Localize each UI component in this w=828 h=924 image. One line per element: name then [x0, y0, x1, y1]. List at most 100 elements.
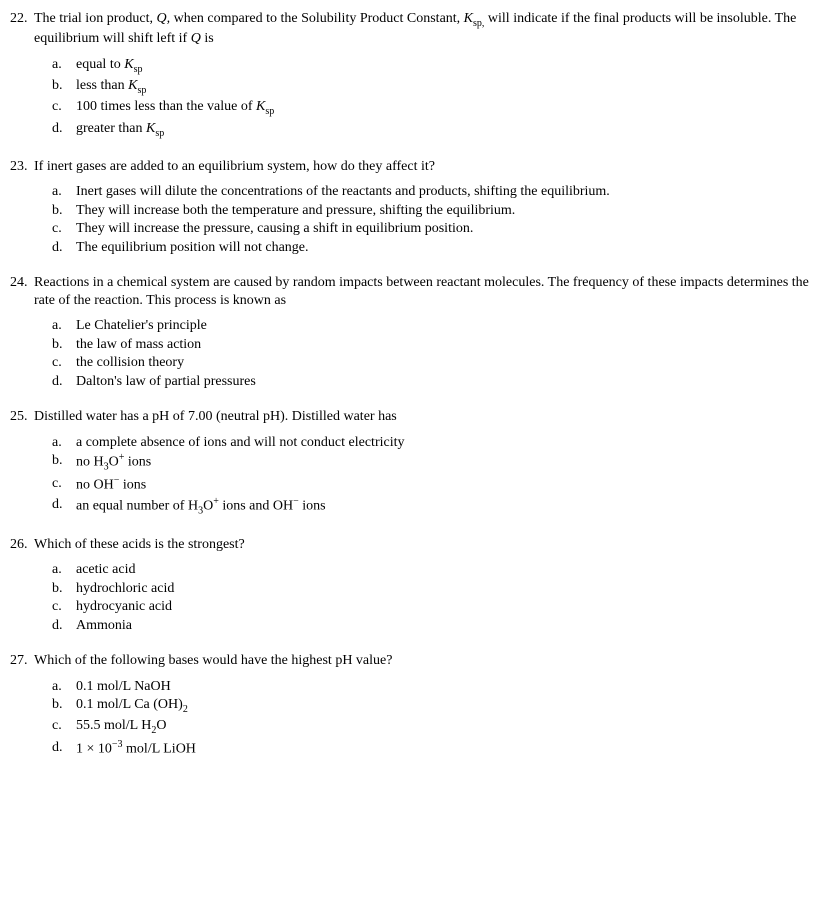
option: d.Dalton's law of partial pressures [52, 373, 814, 391]
options: a.a complete absence of ions and will no… [52, 434, 814, 518]
option: b.less than Ksp [52, 77, 814, 97]
option: b.the law of mass action [52, 336, 814, 354]
option: a.a complete absence of ions and will no… [52, 434, 814, 452]
question-stem: 25.Distilled water has a pH of 7.00 (neu… [10, 408, 814, 426]
option-text: Ammonia [76, 617, 132, 635]
question-stem: 24.Reactions in a chemical system are ca… [10, 274, 814, 309]
option: d.The equilibrium position will not chan… [52, 239, 814, 257]
option-text: a complete absence of ions and will not … [76, 434, 405, 452]
option-letter: a. [52, 56, 76, 76]
option: a.Inert gases will dilute the concentrat… [52, 183, 814, 201]
option-letter: a. [52, 183, 76, 201]
option-text: The equilibrium position will not change… [76, 239, 309, 257]
question: 26.Which of these acids is the strongest… [10, 536, 814, 635]
question: 22.The trial ion product, Q, when compar… [10, 10, 814, 140]
option-text: Dalton's law of partial pressures [76, 373, 256, 391]
option-letter: b. [52, 696, 76, 716]
question-number: 24. [10, 274, 34, 309]
option-letter: c. [52, 475, 76, 494]
option-text: 0.1 mol/L Ca (OH)2 [76, 696, 188, 716]
question: 24.Reactions in a chemical system are ca… [10, 274, 814, 390]
option-letter: b. [52, 77, 76, 97]
question-list: 22.The trial ion product, Q, when compar… [10, 10, 814, 758]
options: a.0.1 mol/L NaOHb.0.1 mol/L Ca (OH)2c.55… [52, 678, 814, 758]
question-text: Reactions in a chemical system are cause… [34, 274, 814, 309]
question: 25.Distilled water has a pH of 7.00 (neu… [10, 408, 814, 517]
option-letter: c. [52, 98, 76, 118]
option-letter: b. [52, 202, 76, 220]
question-stem: 26.Which of these acids is the strongest… [10, 536, 814, 554]
option-text: They will increase both the temperature … [76, 202, 515, 220]
option-text: Inert gases will dilute the concentratio… [76, 183, 610, 201]
option: c.hydrocyanic acid [52, 598, 814, 616]
option-letter: c. [52, 354, 76, 372]
option-text: the law of mass action [76, 336, 201, 354]
option: c.They will increase the pressure, causi… [52, 220, 814, 238]
question: 23.If inert gases are added to an equili… [10, 158, 814, 257]
question-text: The trial ion product, Q, when compared … [34, 10, 814, 48]
option-text: the collision theory [76, 354, 184, 372]
option-letter: a. [52, 561, 76, 579]
option-letter: d. [52, 239, 76, 257]
option-text: hydrochloric acid [76, 580, 174, 598]
option-text: no H3O+ ions [76, 452, 151, 474]
question: 27.Which of the following bases would ha… [10, 652, 814, 758]
option-text: 0.1 mol/L NaOH [76, 678, 171, 696]
option: b.They will increase both the temperatur… [52, 202, 814, 220]
option-text: no OH− ions [76, 475, 146, 494]
options: a.equal to Kspb.less than Kspc.100 times… [52, 56, 814, 140]
option-text: They will increase the pressure, causing… [76, 220, 473, 238]
option: b.no H3O+ ions [52, 452, 814, 474]
question-stem: 22.The trial ion product, Q, when compar… [10, 10, 814, 48]
option: d.Ammonia [52, 617, 814, 635]
option-text: 100 times less than the value of Ksp [76, 98, 274, 118]
option-letter: b. [52, 336, 76, 354]
option: d.greater than Ksp [52, 120, 814, 140]
question-text: Distilled water has a pH of 7.00 (neutra… [34, 408, 814, 426]
option: a.Le Chatelier's principle [52, 317, 814, 335]
option-letter: c. [52, 598, 76, 616]
option: d.1 × 10−3 mol/L LiOH [52, 739, 814, 758]
option: c.55.5 mol/L H2O [52, 717, 814, 737]
question-text: Which of these acids is the strongest? [34, 536, 814, 554]
option: b.hydrochloric acid [52, 580, 814, 598]
option-text: hydrocyanic acid [76, 598, 172, 616]
option-letter: b. [52, 580, 76, 598]
option-text: 55.5 mol/L H2O [76, 717, 166, 737]
option-letter: b. [52, 452, 76, 474]
option-letter: d. [52, 496, 76, 518]
option-letter: d. [52, 373, 76, 391]
option: a.equal to Ksp [52, 56, 814, 76]
option-letter: a. [52, 678, 76, 696]
option: c.100 times less than the value of Ksp [52, 98, 814, 118]
option-text: greater than Ksp [76, 120, 164, 140]
option: c.the collision theory [52, 354, 814, 372]
option-text: acetic acid [76, 561, 135, 579]
option-text: Le Chatelier's principle [76, 317, 207, 335]
option-text: an equal number of H3O+ ions and OH− ion… [76, 496, 326, 518]
option: b.0.1 mol/L Ca (OH)2 [52, 696, 814, 716]
option-letter: a. [52, 317, 76, 335]
options: a.Le Chatelier's principleb.the law of m… [52, 317, 814, 390]
options: a.Inert gases will dilute the concentrat… [52, 183, 814, 256]
question-text: If inert gases are added to an equilibri… [34, 158, 814, 176]
question-number: 22. [10, 10, 34, 48]
question-number: 23. [10, 158, 34, 176]
option-letter: c. [52, 717, 76, 737]
option: a.acetic acid [52, 561, 814, 579]
option-letter: d. [52, 617, 76, 635]
option-text: 1 × 10−3 mol/L LiOH [76, 739, 196, 758]
option: c.no OH− ions [52, 475, 814, 494]
question-number: 26. [10, 536, 34, 554]
option: a.0.1 mol/L NaOH [52, 678, 814, 696]
question-stem: 27.Which of the following bases would ha… [10, 652, 814, 670]
option-letter: c. [52, 220, 76, 238]
option-text: equal to Ksp [76, 56, 142, 76]
option: d.an equal number of H3O+ ions and OH− i… [52, 496, 814, 518]
option-letter: a. [52, 434, 76, 452]
question-number: 25. [10, 408, 34, 426]
option-letter: d. [52, 739, 76, 758]
option-text: less than Ksp [76, 77, 146, 97]
question-text: Which of the following bases would have … [34, 652, 814, 670]
question-number: 27. [10, 652, 34, 670]
